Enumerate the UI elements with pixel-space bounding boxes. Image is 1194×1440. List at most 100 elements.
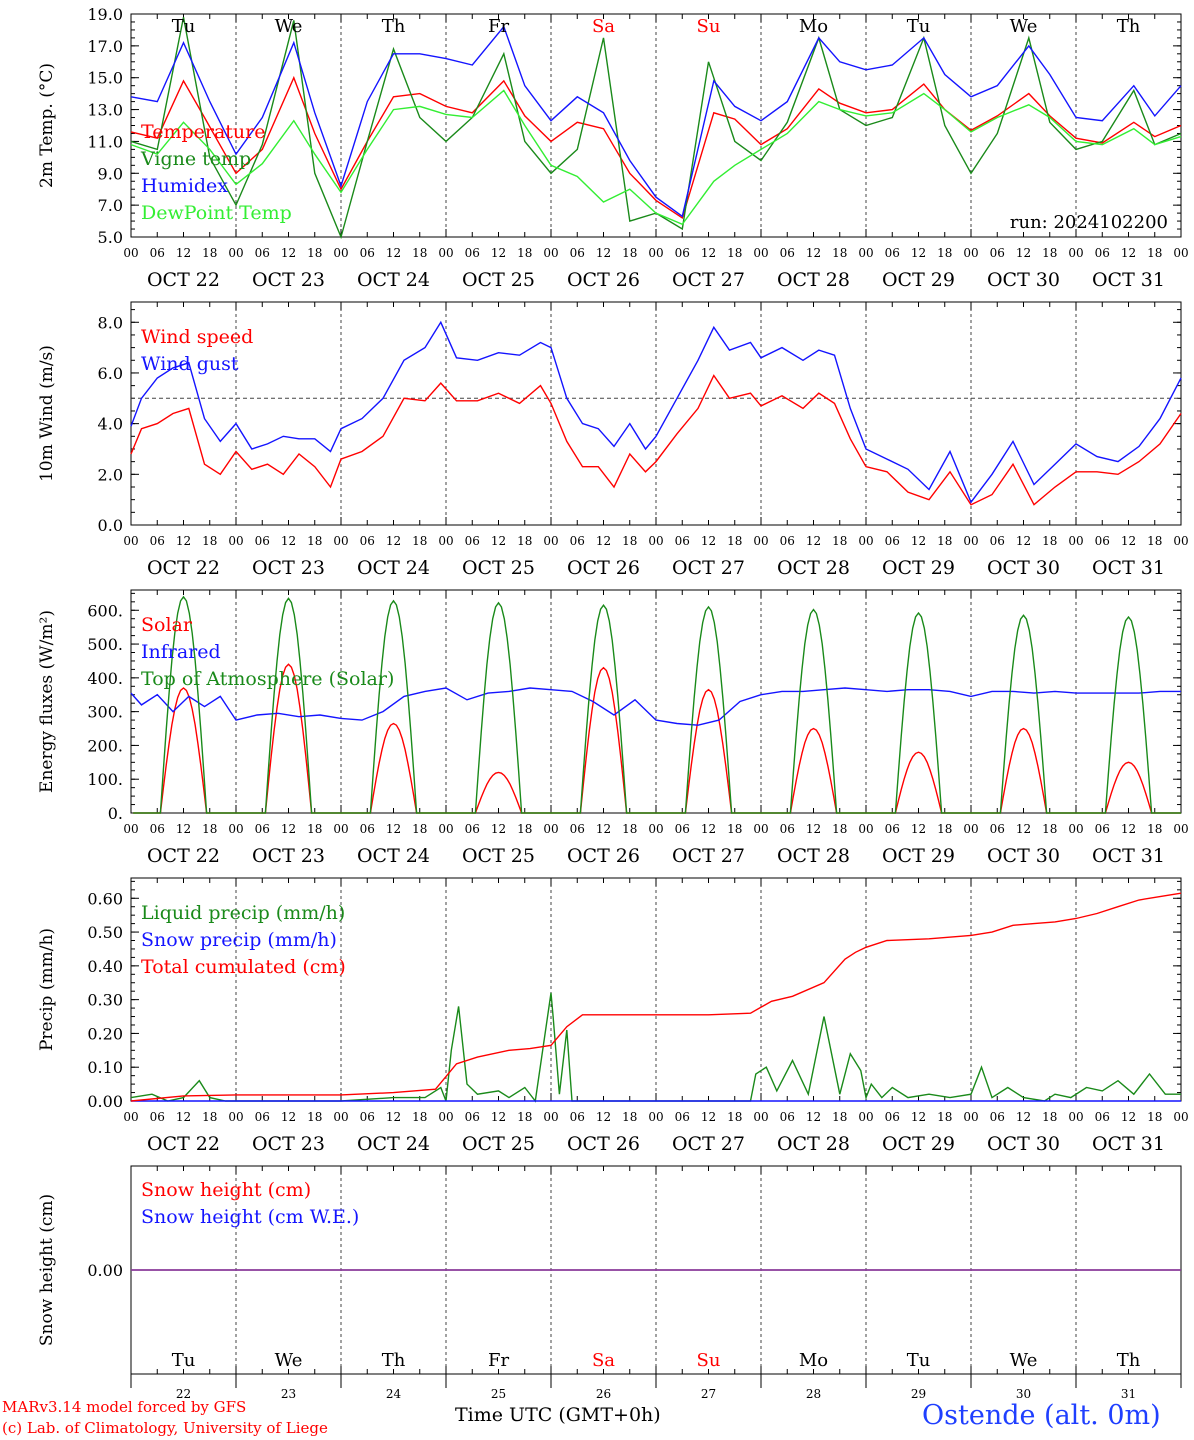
weekday-label: Th (382, 1350, 406, 1371)
weekday-label: Tu (907, 1350, 931, 1371)
y-tick-label: 9.0 (98, 164, 123, 183)
hour-tick-label: 18 (307, 822, 322, 836)
hour-tick-label: 12 (386, 822, 401, 836)
hour-tick-label: 00 (858, 534, 873, 548)
hour-tick-label: 06 (150, 1110, 165, 1124)
hour-tick-label: 00 (963, 822, 978, 836)
hour-tick-label: 18 (202, 1110, 217, 1124)
hour-tick-label: 06 (360, 534, 375, 548)
hour-tick-label: 06 (990, 534, 1005, 548)
weekday-label: Fr (488, 1350, 509, 1371)
hour-tick-label: 06 (150, 534, 165, 548)
hour-tick-label: 12 (176, 1110, 191, 1124)
hour-tick-label: 00 (648, 534, 663, 548)
y-tick-label: 6.0 (98, 364, 123, 383)
hour-tick-label: 18 (517, 534, 532, 548)
hour-tick-label: 06 (885, 246, 900, 260)
weekday-label: Sa (592, 1350, 615, 1371)
day-number-label: 31 (1121, 1387, 1136, 1401)
run-annotation: run: 2024102200 (1010, 212, 1168, 233)
y-tick-label: 11.0 (87, 132, 123, 151)
hour-tick-label: 00 (228, 246, 243, 260)
hour-tick-label: 06 (885, 822, 900, 836)
hour-tick-label: 18 (202, 246, 217, 260)
hour-tick-label: 00 (858, 246, 873, 260)
legend-entry: Snow precip (mm/h) (141, 929, 337, 951)
hour-tick-label: 18 (307, 1110, 322, 1124)
date-label: OCT 26 (567, 557, 640, 579)
hour-tick-label: 00 (1068, 534, 1083, 548)
y-axis-label: 10m Wind (m/s) (37, 345, 57, 482)
date-label: OCT 24 (357, 845, 430, 867)
legend-entry: Vigne temp (140, 148, 251, 170)
hour-tick-label: 12 (596, 822, 611, 836)
legend-entry: Liquid precip (mm/h) (141, 902, 345, 924)
hour-tick-label: 18 (832, 822, 847, 836)
hour-tick-label: 06 (255, 246, 270, 260)
hour-tick-label: 00 (333, 822, 348, 836)
hour-tick-label: 18 (727, 822, 742, 836)
series-line (130, 25, 1182, 218)
hour-tick-label: 00 (228, 1110, 243, 1124)
y-tick-label: 0.50 (87, 923, 123, 942)
station-label: Ostende (alt. 0m) (922, 1400, 1161, 1431)
date-label: OCT 25 (462, 1133, 535, 1155)
y-tick-label: 600. (87, 601, 123, 620)
hour-tick-label: 06 (990, 822, 1005, 836)
day-number-label: 27 (701, 1387, 716, 1401)
hour-tick-label: 18 (517, 1110, 532, 1124)
hour-tick-label: 12 (911, 822, 926, 836)
y-tick-label: 0.30 (87, 991, 123, 1010)
hour-tick-label: 12 (1016, 534, 1031, 548)
hour-tick-label: 06 (570, 246, 585, 260)
hour-tick-label: 00 (333, 1110, 348, 1124)
y-tick-label: 2.0 (98, 465, 123, 484)
day-number-label: 26 (596, 1387, 611, 1401)
hour-tick-label: 18 (1147, 246, 1162, 260)
legend-entry: Top of Atmosphere (Solar) (141, 668, 394, 690)
hour-tick-label: 00 (963, 246, 978, 260)
hour-tick-label: 06 (360, 1110, 375, 1124)
date-label: OCT 30 (987, 845, 1060, 867)
hour-tick-label: 12 (491, 822, 506, 836)
y-tick-label: 0.20 (87, 1024, 123, 1043)
hour-tick-label: 18 (832, 534, 847, 548)
hour-tick-label: 00 (228, 534, 243, 548)
x-axis-title: Time UTC (GMT+0h) (455, 1404, 661, 1426)
hour-tick-label: 06 (1095, 822, 1110, 836)
date-label: OCT 25 (462, 269, 535, 291)
y-tick-label: 400. (87, 669, 123, 688)
weekday-label: We (1010, 16, 1038, 37)
hour-tick-label: 06 (465, 822, 480, 836)
hour-tick-label: 06 (255, 822, 270, 836)
hour-tick-label: 12 (701, 1110, 716, 1124)
hour-tick-label: 12 (281, 1110, 296, 1124)
weekday-label: Th (1117, 16, 1141, 37)
weekday-label: Tu (172, 1350, 196, 1371)
hour-tick-label: 00 (1173, 822, 1188, 836)
hour-tick-label: 06 (465, 1110, 480, 1124)
hour-tick-label: 06 (675, 822, 690, 836)
date-label: OCT 31 (1092, 557, 1165, 579)
hour-tick-label: 06 (675, 534, 690, 548)
hour-tick-label: 12 (596, 1110, 611, 1124)
hour-tick-label: 12 (1121, 534, 1136, 548)
series-line (130, 687, 1181, 726)
weekday-label: Mo (799, 1350, 828, 1371)
hour-tick-label: 12 (1016, 246, 1031, 260)
legend-entry: DewPoint Temp (141, 202, 292, 224)
hour-tick-label: 12 (491, 246, 506, 260)
hour-tick-label: 06 (570, 534, 585, 548)
legend-entry: Humidex (141, 175, 228, 197)
hour-tick-label: 00 (1068, 822, 1083, 836)
hour-tick-label: 06 (360, 822, 375, 836)
day-number-label: 28 (806, 1387, 821, 1401)
hour-tick-label: 06 (360, 246, 375, 260)
date-label: OCT 22 (147, 557, 220, 579)
hour-tick-label: 12 (1121, 822, 1136, 836)
hour-tick-label: 18 (1042, 1110, 1057, 1124)
date-label: OCT 22 (147, 845, 220, 867)
hour-tick-label: 06 (1095, 246, 1110, 260)
hour-tick-label: 00 (438, 822, 453, 836)
